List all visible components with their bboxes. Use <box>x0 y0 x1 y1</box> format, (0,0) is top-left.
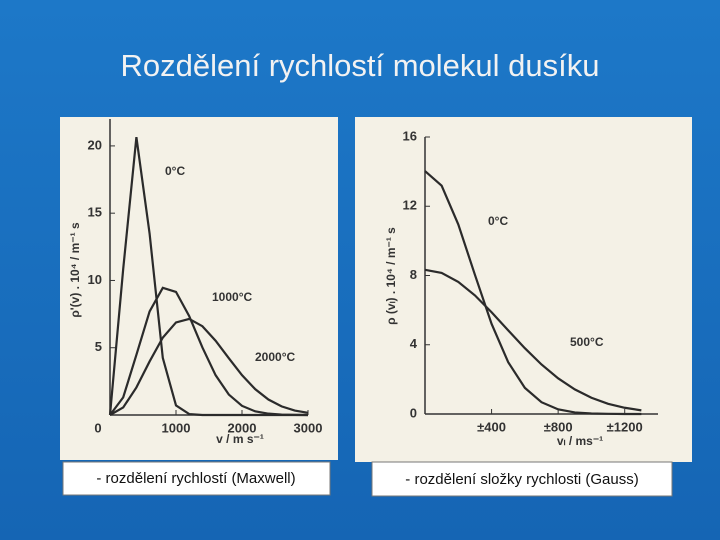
curve-label: 1000°C <box>212 290 252 304</box>
x-tick-label: 0 <box>94 420 101 435</box>
panel <box>355 117 692 462</box>
curve-label: 0°C <box>488 214 508 228</box>
curve <box>424 170 642 416</box>
x-axis-label: v / m s⁻¹ <box>216 432 264 446</box>
x-tick-label: 3000 <box>294 420 323 435</box>
x-axis-label: vₗ / ms⁻¹ <box>557 434 603 448</box>
y-tick-label: 20 <box>88 137 102 152</box>
slide-title: Rozdělení rychlostí molekul dusíku <box>120 48 599 83</box>
curve-label: 500°C <box>570 335 604 349</box>
panel <box>60 117 338 460</box>
x-tick-label: ±800 <box>544 419 573 434</box>
x-tick-label: 1000 <box>162 420 191 435</box>
curve-label: 0°C <box>165 164 185 178</box>
y-tick-label: 15 <box>88 205 102 220</box>
caption: - rozdělení složky rychlosti (Gauss) <box>405 471 638 488</box>
curve <box>109 286 309 417</box>
caption: - rozdělení rychlostí (Maxwell) <box>96 470 295 487</box>
y-tick-label: 8 <box>410 267 417 282</box>
y-axis-label: ρ (vₗ) . 10⁴ / m⁻¹ s <box>384 227 398 325</box>
y-tick-label: 10 <box>88 272 102 287</box>
y-axis-label: ρ'(v) . 10⁴ / m⁻¹ s <box>68 222 82 318</box>
x-tick-label: ±1200 <box>607 419 643 434</box>
curve <box>109 317 309 416</box>
y-tick-label: 5 <box>95 339 102 354</box>
y-tick-label: 0 <box>410 405 417 420</box>
y-tick-label: 4 <box>410 336 418 351</box>
caption-box <box>371 461 673 497</box>
y-tick-label: 12 <box>403 198 417 213</box>
x-tick-label: ±400 <box>477 419 506 434</box>
curve-label: 2000°C <box>255 350 295 364</box>
x-tick-label: 2000 <box>228 420 257 435</box>
curve <box>424 268 642 412</box>
caption-box <box>62 461 331 496</box>
y-tick-label: 16 <box>403 128 417 143</box>
